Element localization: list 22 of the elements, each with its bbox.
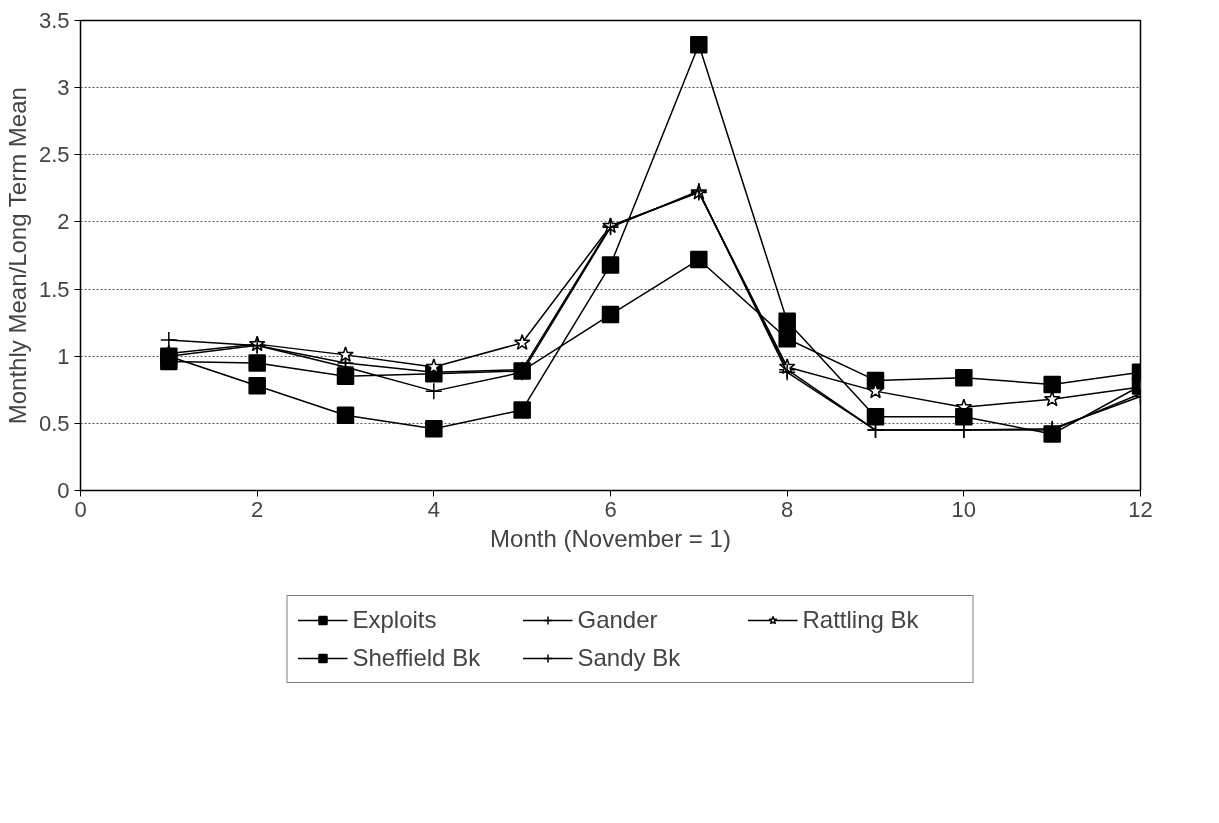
legend-label: Exploits — [352, 606, 438, 634]
legend-label: Rattling Bk — [802, 606, 920, 634]
x-tick-label: 2 — [251, 496, 264, 522]
x-tick-label: 0 — [74, 496, 87, 522]
x-tick-label: 12 — [1128, 496, 1153, 522]
y-axis-title: Monthly Mean/Long Term Mean — [3, 87, 31, 425]
x-tick-label: 6 — [604, 496, 617, 522]
y-tick-label: 1 — [57, 343, 70, 369]
y-tick-label: 2.5 — [38, 142, 70, 168]
y-tick-label: 0 — [57, 478, 70, 503]
y-tick-label: 3 — [57, 75, 70, 101]
legend-label: Sheffield Bk — [352, 644, 482, 672]
x-axis-title: Month (November = 1) — [490, 524, 731, 552]
x-tick-label: 10 — [951, 496, 977, 522]
x-tick-label: 4 — [427, 496, 440, 522]
y-tick-label: 2 — [57, 209, 70, 235]
y-tick-label: 0.5 — [38, 410, 70, 436]
legend-label: Sandy Bk — [577, 644, 682, 672]
x-tick-label: 8 — [781, 496, 794, 522]
legend-label: Gander — [577, 606, 659, 634]
y-tick-label: 1.5 — [38, 276, 70, 302]
y-tick-label: 3.5 — [38, 8, 70, 33]
